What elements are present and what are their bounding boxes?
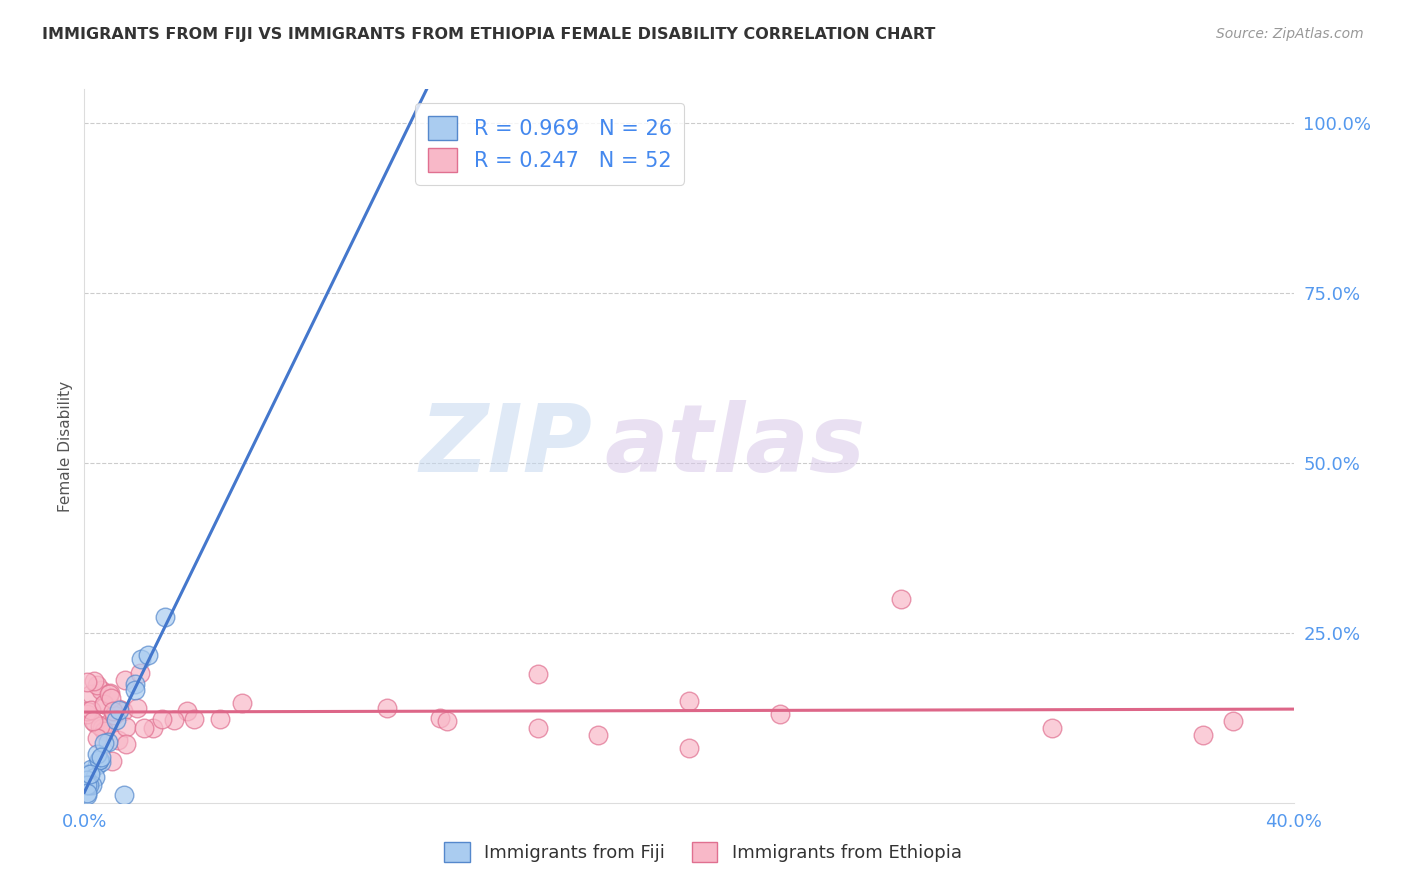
Point bbox=[87, 753, 110, 767]
Text: IMMIGRANTS FROM FIJI VS IMMIGRANTS FROM ETHIOPIA FEMALE DISABILITY CORRELATION C: IMMIGRANTS FROM FIJI VS IMMIGRANTS FROM … bbox=[42, 27, 935, 42]
Point bbox=[76, 704, 98, 718]
Point bbox=[90, 683, 112, 698]
Point bbox=[209, 712, 232, 726]
Point bbox=[678, 741, 700, 756]
Text: ZIP: ZIP bbox=[419, 400, 592, 492]
Point bbox=[90, 755, 112, 769]
Point bbox=[153, 610, 176, 624]
Point bbox=[100, 690, 122, 705]
Point bbox=[429, 711, 451, 725]
Point bbox=[83, 673, 105, 688]
Point bbox=[163, 713, 186, 727]
Legend: Immigrants from Fiji, Immigrants from Ethiopia: Immigrants from Fiji, Immigrants from Et… bbox=[437, 834, 969, 870]
Point bbox=[97, 715, 120, 730]
Point bbox=[142, 721, 165, 735]
Point bbox=[127, 701, 149, 715]
Point bbox=[79, 767, 101, 781]
Point bbox=[231, 696, 253, 710]
Point bbox=[93, 736, 115, 750]
Point bbox=[76, 675, 98, 690]
Point bbox=[80, 763, 103, 777]
Point bbox=[101, 704, 124, 718]
Point bbox=[82, 714, 104, 728]
Point bbox=[87, 753, 110, 767]
Point bbox=[129, 651, 152, 665]
Point bbox=[114, 673, 136, 687]
Point bbox=[124, 683, 146, 698]
Point bbox=[107, 732, 129, 747]
Point bbox=[527, 721, 550, 735]
Text: Source: ZipAtlas.com: Source: ZipAtlas.com bbox=[1216, 27, 1364, 41]
Point bbox=[98, 685, 121, 699]
Point bbox=[83, 770, 105, 784]
Point bbox=[436, 714, 458, 729]
Point bbox=[136, 648, 159, 662]
Point bbox=[76, 772, 98, 787]
Point bbox=[112, 788, 135, 802]
Point bbox=[588, 728, 610, 742]
Point bbox=[112, 704, 135, 718]
Point bbox=[108, 703, 131, 717]
Point bbox=[115, 720, 138, 734]
Point bbox=[105, 713, 128, 727]
Point bbox=[76, 707, 98, 722]
Point bbox=[98, 687, 121, 701]
Point bbox=[108, 701, 131, 715]
Point bbox=[86, 678, 108, 692]
Point bbox=[527, 666, 550, 681]
Point bbox=[183, 712, 205, 726]
Point bbox=[86, 731, 108, 745]
Point bbox=[76, 788, 98, 802]
Point bbox=[115, 737, 138, 751]
Point bbox=[101, 754, 124, 768]
Point bbox=[79, 778, 101, 792]
Point bbox=[1222, 714, 1244, 729]
Y-axis label: Female Disability: Female Disability bbox=[58, 380, 73, 512]
Point bbox=[80, 687, 103, 701]
Legend: R = 0.969   N = 26, R = 0.247   N = 52: R = 0.969 N = 26, R = 0.247 N = 52 bbox=[415, 103, 685, 185]
Point bbox=[80, 778, 103, 792]
Point bbox=[1040, 721, 1063, 735]
Point bbox=[150, 712, 173, 726]
Point bbox=[97, 735, 120, 749]
Point bbox=[76, 786, 98, 800]
Point bbox=[93, 697, 115, 711]
Point bbox=[1192, 728, 1215, 742]
Point bbox=[124, 677, 146, 691]
Point bbox=[89, 719, 111, 733]
Point bbox=[103, 708, 125, 723]
Point bbox=[132, 722, 155, 736]
Point bbox=[79, 703, 101, 717]
Point bbox=[86, 747, 108, 761]
Point bbox=[375, 700, 398, 714]
Point bbox=[90, 750, 112, 764]
Point bbox=[678, 694, 700, 708]
Point bbox=[76, 766, 98, 780]
Point bbox=[176, 704, 198, 718]
Point bbox=[84, 715, 107, 730]
Point bbox=[76, 778, 98, 792]
Point bbox=[90, 721, 112, 735]
Point bbox=[93, 724, 115, 739]
Point bbox=[890, 591, 912, 606]
Point bbox=[86, 758, 108, 772]
Point bbox=[129, 665, 152, 680]
Point bbox=[769, 707, 792, 722]
Text: atlas: atlas bbox=[605, 400, 866, 492]
Point bbox=[93, 698, 115, 712]
